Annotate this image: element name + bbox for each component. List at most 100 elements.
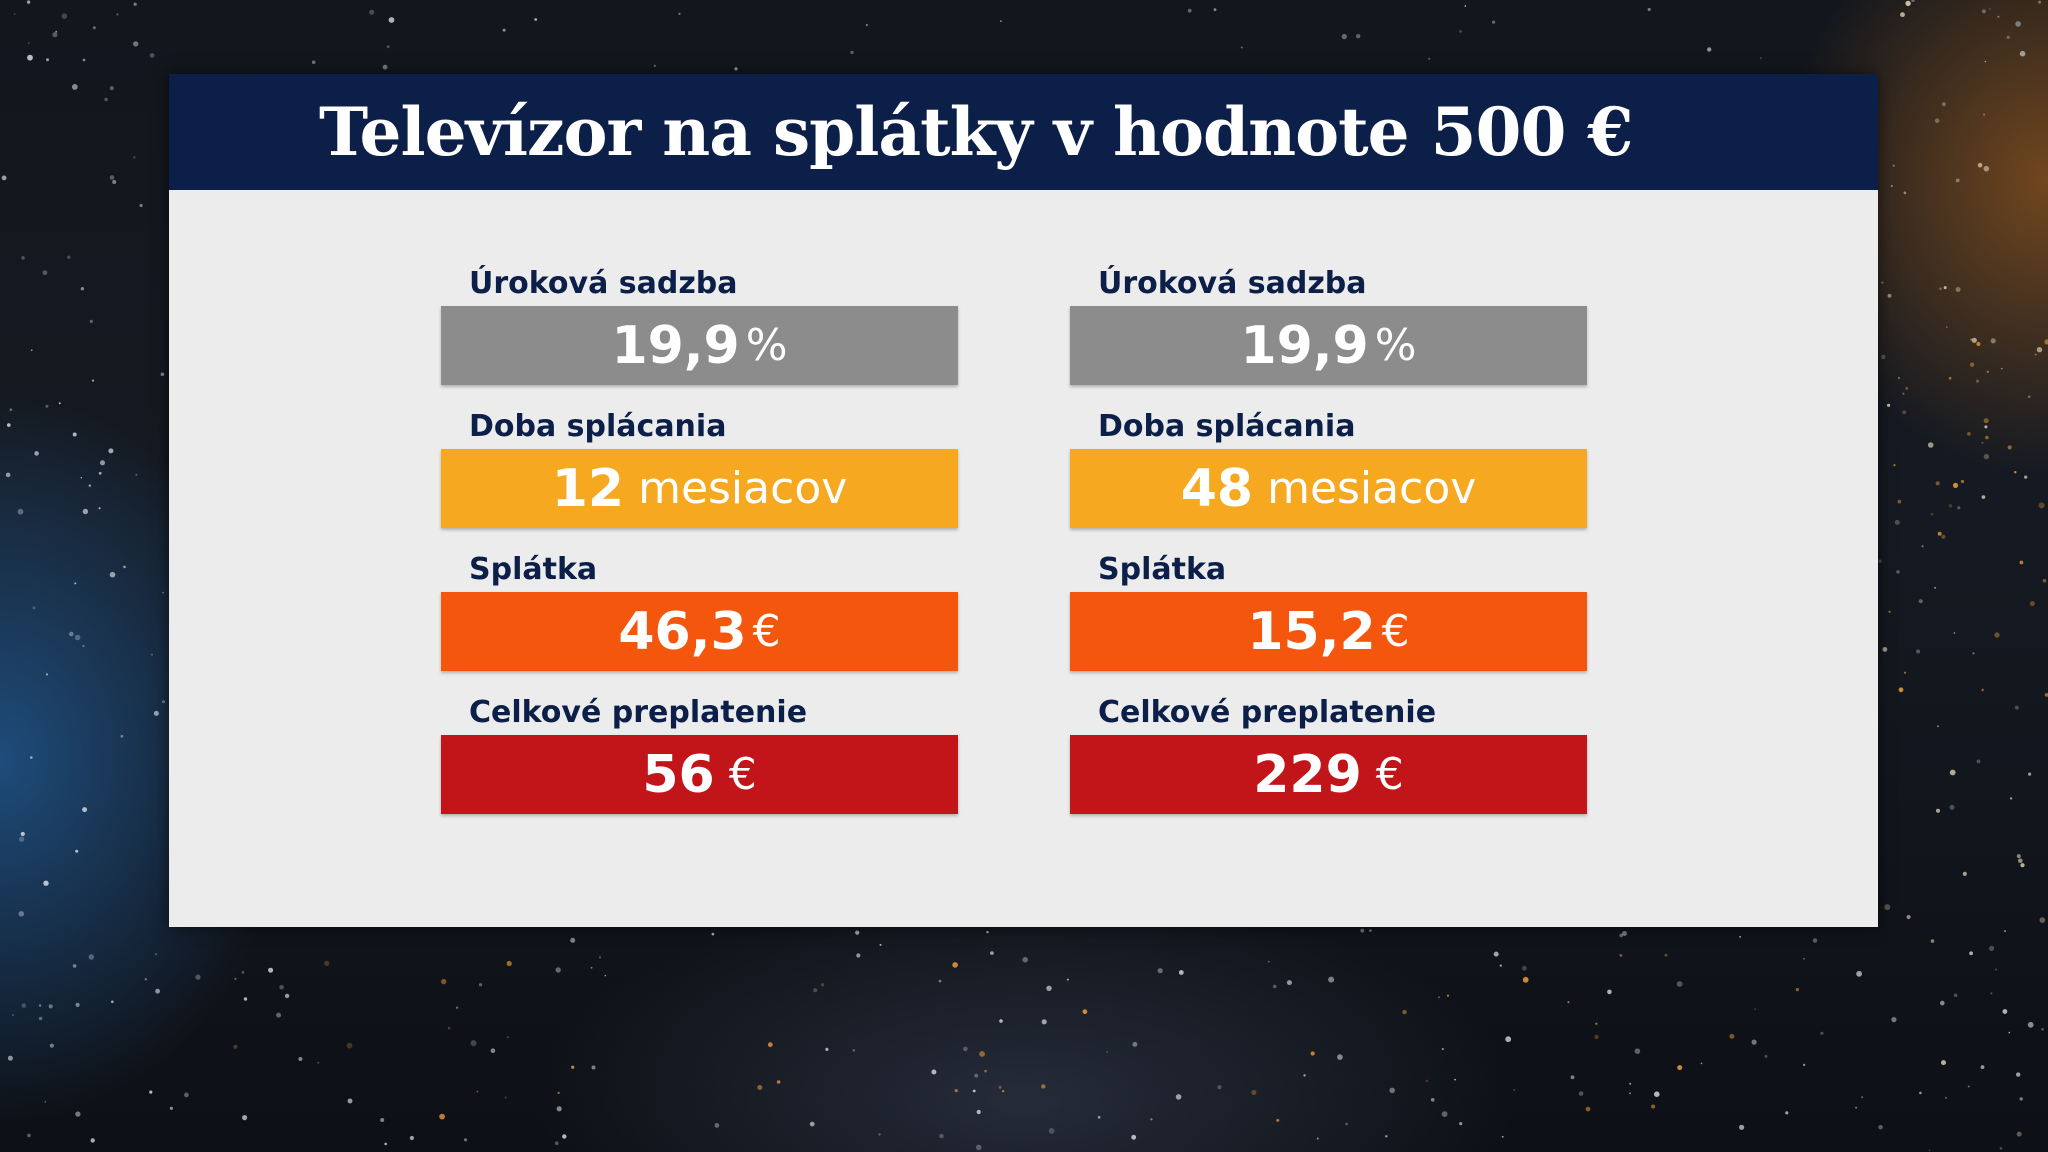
sparkle-dot (1619, 954, 1623, 957)
rate-label: Úroková sadzba (1098, 266, 1367, 301)
sparkle-dot (1428, 57, 1431, 60)
sparkle-dot (984, 1069, 987, 1073)
installment-bar: 15,2 € (1070, 592, 1587, 671)
installment-value: 15,2 (1247, 601, 1376, 662)
sparkle-dot (98, 471, 102, 475)
sparkle-dot (1957, 506, 1961, 510)
sparkle-dot (2014, 471, 2017, 474)
sparkle-dot (1459, 1122, 1463, 1126)
sparkle-dot (153, 710, 159, 716)
sparkle-dot (1345, 1122, 1348, 1126)
sparkle-dot (999, 20, 1002, 22)
sparkle-dot (1522, 976, 1529, 983)
sparkle-dot (1878, 1125, 1883, 1130)
sparkle-dot (2016, 1131, 2022, 1137)
sparkle-dot (986, 930, 989, 934)
sparkle-dot (98, 507, 101, 510)
sparkle-dot (1066, 978, 1069, 981)
sparkle-dot (48, 1004, 53, 1009)
sparkle-dot (162, 700, 165, 704)
sparkle-dot (80, 476, 83, 479)
sparkle-dot (1, 175, 7, 181)
sparkle-dot (27, 42, 30, 45)
sparkle-dot (1903, 191, 1907, 195)
sparkle-dot (1654, 1091, 1660, 1097)
sparkle-dot (1430, 1098, 1435, 1102)
sparkle-dot (82, 58, 86, 62)
sparkle-dot (139, 203, 143, 208)
sparkle-dot (317, 1061, 320, 1064)
sparkle-dot (1499, 964, 1502, 967)
sparkle-dot (1986, 370, 1989, 373)
sparkle-dot (2038, 0, 2042, 4)
installment-label: Splátka (469, 552, 598, 587)
sparkle-dot (116, 13, 119, 16)
sparkle-dot (2019, 50, 2026, 57)
sparkle-dot (380, 1118, 385, 1122)
sparkle-dot (30, 756, 33, 759)
sparkle-dot (1820, 1031, 1824, 1035)
sparkle-dot (1106, 1051, 1108, 1053)
duration-label: Doba splácania (469, 409, 727, 444)
sparkle-dot (279, 985, 284, 990)
overpayment-item: Celkové preplatenie 229 € (1070, 693, 1587, 836)
sparkle-dot (1492, 20, 1496, 24)
sparkle-dot (506, 960, 512, 967)
sparkle-dot (34, 451, 39, 456)
sparkle-dot (1619, 933, 1623, 938)
sparkle-dot (1940, 1000, 1945, 1006)
sparkle-dot (1955, 287, 1961, 292)
sparkle-dot (1700, 1062, 1703, 1065)
sparkle-dot (1971, 337, 1977, 343)
rate-unit: % (1374, 319, 1417, 371)
installment-label: Splátka (1098, 552, 1227, 587)
sparkle-dot (1990, 992, 1993, 995)
sparkle-dot (1946, 326, 1948, 328)
sparkle-dot (82, 508, 89, 515)
sparkle-dot (1360, 928, 1365, 933)
sparkle-dot (1664, 953, 1668, 957)
sparkle-dot (74, 582, 77, 585)
sparkle-dot (1984, 425, 1988, 429)
sparkle-dot (939, 1133, 944, 1139)
sparkle-dot (1286, 980, 1292, 986)
sparkle-dot (1276, 1118, 1280, 1122)
sparkle-dot (1513, 1089, 1516, 1091)
sparkle-dot (149, 1090, 153, 1094)
sparkle-dot (1310, 1051, 1315, 1056)
sparkle-dot (979, 1051, 985, 1057)
installment-value: 46,3 (618, 601, 747, 662)
sparkle-dot (954, 1089, 958, 1093)
sparkle-dot (72, 964, 77, 968)
sparkle-dot (1607, 989, 1612, 995)
duration-value: 12 (551, 458, 625, 519)
rate-item: Úroková sadzba 19,9 % (441, 264, 958, 407)
sparkle-dot (45, 673, 49, 676)
sparkle-dot (1887, 403, 1891, 407)
sparkle-dot (1962, 871, 1967, 877)
sparkle-dot (1187, 8, 1192, 13)
sparkle-dot (757, 1085, 763, 1090)
sparkle-dot (2039, 917, 2046, 923)
sparkle-dot (1999, 1147, 2003, 1150)
sparkle-dot (809, 1121, 815, 1127)
sparkle-dot (1937, 725, 1939, 728)
sparkle-dot (1976, 342, 1981, 346)
sparkle-dot (75, 1002, 80, 1008)
sparkle-dot (1389, 1087, 1395, 1094)
sparkle-dot (1972, 652, 1975, 655)
sparkle-dot (347, 1098, 353, 1104)
sparkle-dot (2024, 475, 2028, 479)
sparkle-dot (1997, 15, 2000, 18)
sparkle-dot (2041, 1028, 2044, 1031)
sparkle-dot (61, 13, 68, 19)
sparkle-dot (1157, 968, 1163, 974)
rate-value: 19,9 (1240, 315, 1369, 376)
sparkle-dot (20, 831, 25, 837)
sparkle-dot (1441, 1111, 1448, 1117)
sparkle-dot (1949, 769, 1956, 776)
sparkle-dot (952, 962, 958, 968)
overpayment-label: Celkové preplatenie (1098, 695, 1437, 730)
sparkle-dot (74, 634, 81, 641)
sparkle-dot (1097, 1115, 1101, 1119)
